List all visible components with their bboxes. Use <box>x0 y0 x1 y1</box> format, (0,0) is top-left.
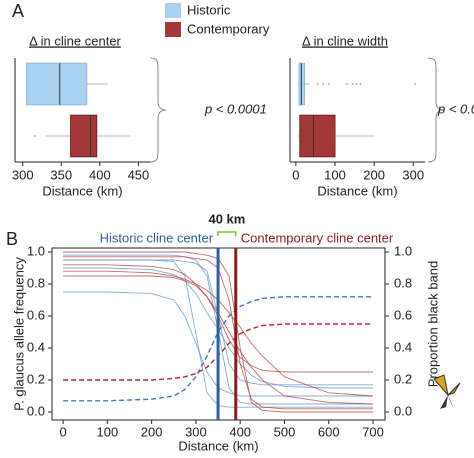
x-tick-label: 100 <box>324 167 346 182</box>
x-tick-label: 200 <box>363 167 385 182</box>
panel-label: A <box>12 1 24 21</box>
x-tick-label: 600 <box>318 424 340 439</box>
legend-label: Contemporary <box>187 21 270 36</box>
outlier <box>414 83 417 85</box>
x-axis-label: Distance (km) <box>317 183 397 198</box>
dashed-line <box>63 296 373 402</box>
butterfly-icon <box>433 374 461 409</box>
outlier <box>316 83 319 85</box>
x-tick-label: 300 <box>12 167 34 182</box>
legend-swatch <box>165 3 181 18</box>
box <box>299 114 336 158</box>
center-label: Historic cline center <box>100 230 214 245</box>
panel-label: B <box>6 229 18 249</box>
outlier <box>345 83 348 85</box>
x-tick-label: 450 <box>128 167 150 182</box>
x-tick-label: 350 <box>50 167 72 182</box>
outlier <box>359 83 362 85</box>
x-tick-label: 400 <box>229 424 251 439</box>
outlier <box>328 83 331 85</box>
y2-tick-label: 1.0 <box>394 243 412 258</box>
legend-label: Historic <box>187 2 231 17</box>
y2-tick-label: 0.0 <box>394 403 412 418</box>
y2-tick-label: 0.2 <box>394 371 412 386</box>
x-tick-label: 100 <box>97 424 119 439</box>
span-label: 40 km <box>208 211 245 226</box>
y-tick-label: 0.6 <box>27 307 45 322</box>
y-tick-label: 1.0 <box>27 243 45 258</box>
y2-tick-label: 0.6 <box>394 307 412 322</box>
y2-tick-label: 0.8 <box>394 275 412 290</box>
y-tick-label: 0.4 <box>27 339 45 354</box>
brace <box>427 57 445 163</box>
y-tick-label: 0.8 <box>27 275 45 290</box>
legend-swatch <box>165 22 181 37</box>
x-tick-label: 200 <box>141 424 163 439</box>
span-bracket <box>217 231 237 236</box>
y-tick-label: 0.2 <box>27 371 45 386</box>
y-axis-label: P. glaucus allele frequency <box>11 257 26 411</box>
outlier <box>322 83 325 85</box>
x-tick-label: 300 <box>402 167 424 182</box>
x-axis-label: Distance (km) <box>42 183 122 198</box>
annotation: p < 0.0001 <box>437 101 474 116</box>
outlier <box>355 83 358 85</box>
x-tick-label: 0 <box>59 424 66 439</box>
y-tick-label: 0.0 <box>27 403 45 418</box>
outlier <box>351 83 354 85</box>
chart-title: Δ in cline width <box>302 33 388 48</box>
box <box>70 114 98 158</box>
outlier <box>34 135 36 137</box>
x-tick-label: 700 <box>362 424 384 439</box>
annotation: p < 0.0001 <box>204 101 267 116</box>
x-axis-label: Distance (km) <box>178 438 258 453</box>
x-tick-label: 300 <box>185 424 207 439</box>
x-tick-label: 500 <box>274 424 296 439</box>
brace <box>149 57 167 163</box>
chart-title: Δ in cline center <box>29 33 121 48</box>
x-tick-label: 0 <box>292 167 299 182</box>
x-tick-label: 400 <box>89 167 111 182</box>
y2-tick-label: 0.4 <box>394 339 412 354</box>
center-label: Contemporary cline center <box>241 230 394 245</box>
y2-axis-label: Proportion black band <box>425 261 440 387</box>
box <box>26 62 88 106</box>
